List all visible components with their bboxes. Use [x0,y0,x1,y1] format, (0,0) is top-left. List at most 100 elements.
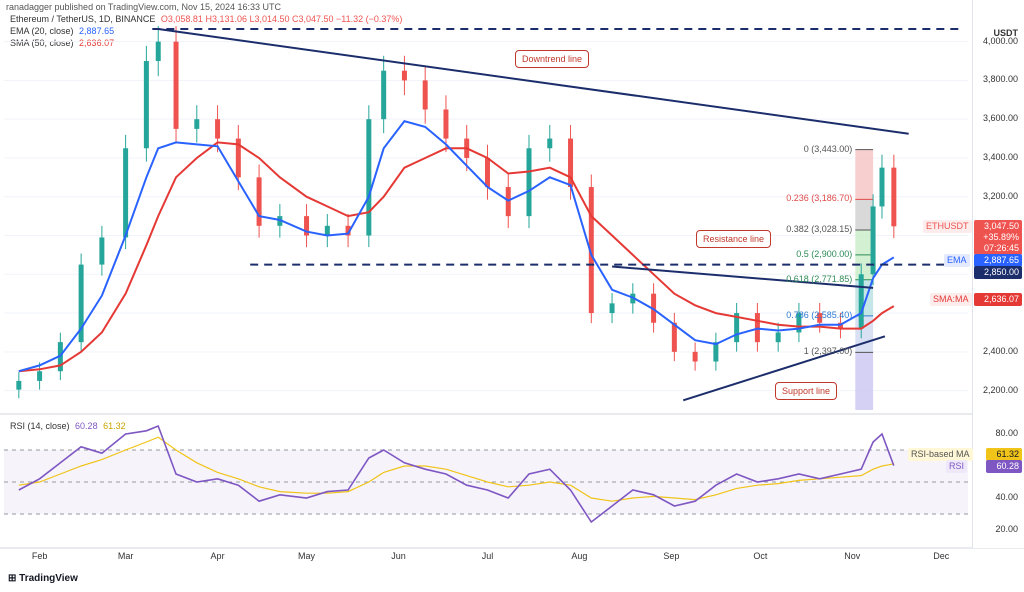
support-line [682,335,886,402]
time-tick-label: May [298,551,316,561]
time-tick-label: Dec [933,551,950,561]
price-tick-label: 3,200.00 [982,190,1018,201]
candle-body [484,157,490,188]
candle-body [796,313,802,333]
sma-tag-label: SMA:MA [930,293,972,306]
ema-20-line [18,119,895,373]
candle-body [422,80,428,110]
fib-extension-band [855,352,874,410]
sma-legend-label: SMA (50, close) [10,38,74,48]
candle-body [775,332,781,343]
price-tick-label: 2,200.00 [982,384,1018,395]
time-tick-label: Aug [571,551,588,561]
candle-body [609,303,615,314]
candle-body [304,216,310,236]
rsi-tag: 60.28 [986,460,1022,473]
candle-body [78,264,84,343]
resistance-line-callout: Resistance line [696,230,772,248]
candle-body [858,274,864,329]
ohlc-values: O3,058.81 H3,131.06 L3,014.50 C3,047.50 … [160,14,403,24]
rsi-line [18,424,895,524]
candle-body [713,342,719,362]
candle-body [879,167,885,207]
resistance-line [611,265,874,289]
candle-body [256,177,262,226]
rsi-ma-tag-label: RSI-based MA [908,448,973,461]
fib-level-label: 1 (2,397.00) [803,346,853,357]
chart-grid [0,41,1024,549]
candle-body [143,61,149,149]
symbol-tag: ETHUSDT [923,220,972,233]
rsi-legend-ma-value: 61.32 [103,421,126,431]
rsi-legend-value: 60.28 [75,421,98,431]
time-tick-label: Oct [753,551,768,561]
ema-legend[interactable]: EMA (20, close) 2,887.65 [10,26,114,36]
time-tick-label: Jul [481,551,494,561]
time-tick-label: Apr [210,551,225,561]
candle-body [692,351,698,362]
sma-legend-value: 2,636.07 [79,38,115,48]
candle-body [215,119,221,139]
candle-body [155,41,161,62]
candles [16,26,897,399]
fib-level-label: 0.236 (3,186.70) [786,193,853,204]
candle-body [16,380,22,390]
fib-level-label: 0.618 (2,771.85) [786,273,853,284]
fib-retracement [855,149,874,410]
candle-body [401,70,407,81]
time-tick-label: Mar [117,551,134,561]
fib-level-label: 0.382 (3,028.15) [786,224,853,235]
rsi-legend-label: RSI (14, close) [10,421,70,431]
level-price-tag: 2,850.00 [974,266,1022,279]
candle-body [870,206,876,275]
symbol-name: Ethereum / TetherUS, 1D, BINANCE [10,14,156,24]
time-tick-label: Sep [663,551,680,561]
price-tick-label: 3,400.00 [982,151,1018,162]
time-tick-label: Feb [31,551,48,561]
candle-body [588,187,594,314]
candle-body [443,109,449,139]
candle-body [734,313,740,343]
candle-body [547,138,553,149]
sma-50-line [18,141,895,373]
candle-body [381,70,387,120]
candle-body [173,41,179,129]
downtrend-line-callout: Downtrend line [515,50,590,68]
last-price-tag: 3,047.50 [974,220,1022,233]
rsi-tick-label: 20.00 [995,524,1018,534]
fib-band [855,199,874,231]
price-tick-label: 4,000.00 [982,35,1018,46]
candle-body [817,313,823,323]
symbol-legend: Ethereum / TetherUS, 1D, BINANCE O3,058.… [10,14,402,24]
fib-band [855,254,874,280]
sma-legend[interactable]: SMA (50, close) 2,636.07 [10,38,114,48]
price-tick-label: 3,800.00 [982,74,1018,85]
candle-body [37,371,43,381]
candle-body [235,138,241,178]
candle-body [526,148,532,217]
change-tag: +35.89% [974,231,1022,244]
ema-legend-value: 2,887.65 [79,26,115,36]
countdown-tag: 07:26:45 [974,242,1022,255]
candle-body [891,167,897,227]
fib-level-label: 0 (3,443.00) [803,143,853,154]
candle-body [345,225,351,236]
rsi-tick-label: 40.00 [995,492,1018,502]
tradingview-brand: ⊞ TradingView [8,573,78,584]
rsi-legend[interactable]: RSI (14, close) 60.28 61.32 [10,421,126,431]
ema-legend-label: EMA (20, close) [10,26,74,36]
fib-band [855,230,874,255]
candle-body [324,225,330,236]
candle-body [99,237,105,265]
rsi-tag-label: RSI [946,460,968,473]
candle-body [366,119,372,236]
candle-body [123,148,129,238]
publisher-header: ranadagger published on TradingView.com,… [6,2,282,12]
ema-price-tag: 2,887.65 [974,254,1022,267]
candle-body [568,138,574,188]
fib-band [855,149,874,200]
support-line-callout: Support line [775,382,838,400]
rsi-ma-tag: 61.32 [986,448,1022,461]
candle-body [671,322,677,352]
